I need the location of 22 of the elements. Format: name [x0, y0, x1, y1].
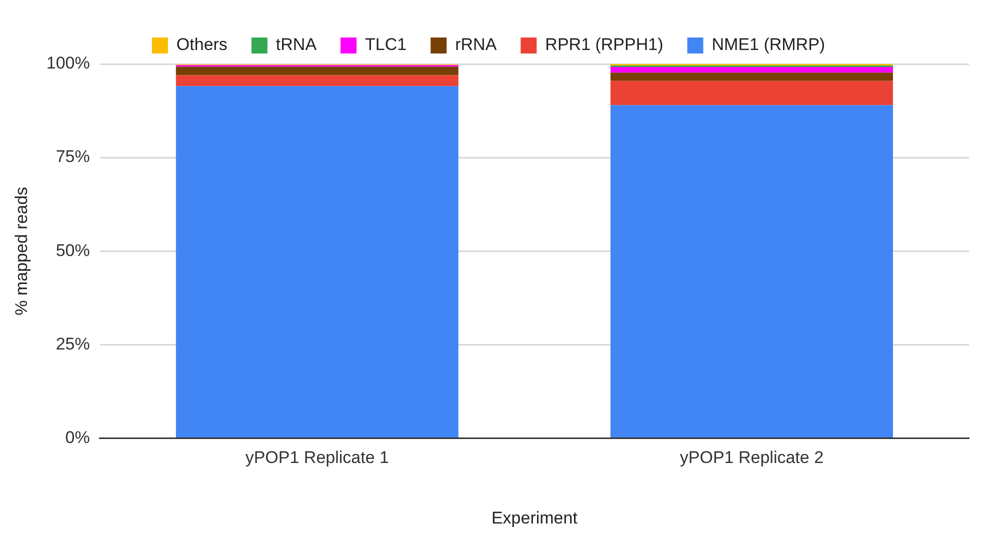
x-tick-label: yPOP1 Replicate 2 — [680, 448, 824, 468]
y-tick-label: 0% — [65, 428, 90, 447]
legend-label: rRNA — [455, 35, 498, 54]
bar — [176, 86, 458, 438]
y-tick-label: 50% — [56, 240, 90, 260]
bar — [610, 66, 893, 73]
legend-label: RPR1 (RPPH1) — [545, 35, 664, 54]
bar — [176, 66, 458, 76]
y-tick-label: 75% — [56, 147, 90, 166]
y-axis-title: % mapped reads — [12, 186, 31, 316]
x-axis-title: Experiment — [491, 508, 578, 528]
legend-label: TLC1 — [365, 35, 407, 54]
bar — [610, 80, 893, 106]
legend-label: Others — [176, 35, 228, 54]
y-tick-label: 25% — [56, 334, 90, 354]
bar — [610, 105, 893, 438]
x-tick-label: yPOP1 Replicate 1 — [245, 448, 389, 468]
bar — [176, 75, 458, 86]
bar — [610, 72, 893, 81]
legend-label: tRNA — [276, 35, 318, 54]
y-tick-label: 100% — [46, 54, 90, 73]
legend-label: NME1 (RMRP) — [712, 35, 826, 54]
